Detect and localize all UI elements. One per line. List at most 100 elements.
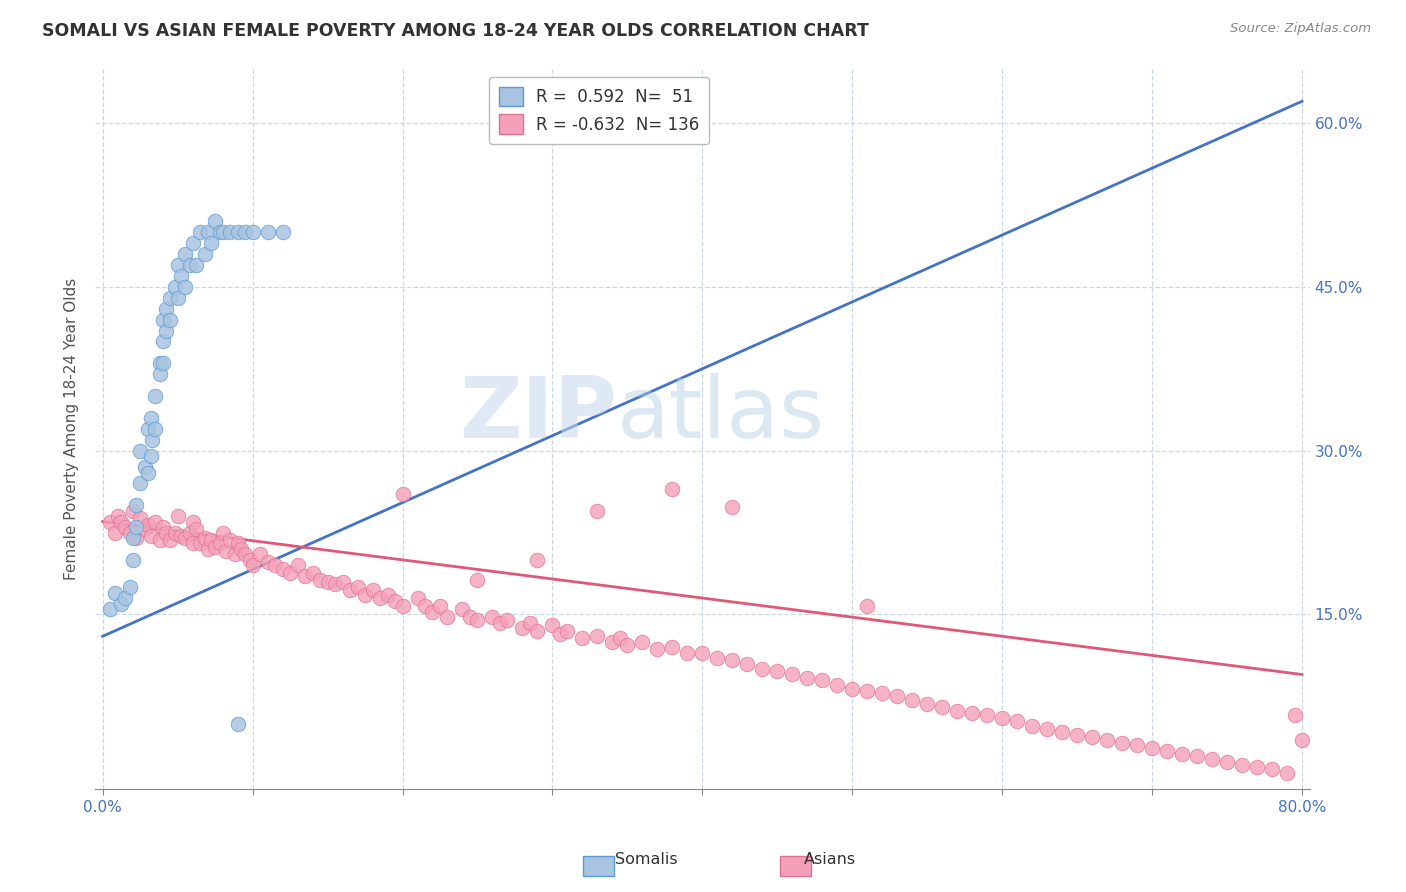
Point <box>856 599 879 613</box>
Point <box>811 673 834 687</box>
Point <box>1185 749 1208 764</box>
Point <box>316 574 339 589</box>
Point <box>166 509 188 524</box>
Point <box>706 651 728 665</box>
Point <box>200 236 222 251</box>
Point <box>229 541 252 556</box>
Point <box>766 664 789 678</box>
Point <box>152 312 174 326</box>
Text: Source: ZipAtlas.com: Source: ZipAtlas.com <box>1230 22 1371 36</box>
Point <box>1156 744 1178 758</box>
Point <box>152 334 174 349</box>
Point <box>354 588 377 602</box>
Point <box>204 214 226 228</box>
Point <box>512 621 534 635</box>
Text: Asians: Asians <box>803 852 856 867</box>
Point <box>467 573 489 587</box>
Point <box>211 225 233 239</box>
Point <box>287 558 309 573</box>
Point <box>118 525 141 540</box>
Point <box>519 616 541 631</box>
Point <box>526 624 548 638</box>
Point <box>139 529 162 543</box>
Point <box>661 640 683 655</box>
Point <box>915 697 938 711</box>
Point <box>616 638 638 652</box>
Point <box>124 531 146 545</box>
Point <box>1291 733 1313 747</box>
Point <box>451 602 474 616</box>
Point <box>197 541 219 556</box>
Point <box>149 533 172 548</box>
Point <box>751 662 773 676</box>
Legend: R =  0.592  N=  51, R = -0.632  N= 136: R = 0.592 N= 51, R = -0.632 N= 136 <box>489 77 709 144</box>
Point <box>1171 747 1194 762</box>
Point <box>1005 714 1028 729</box>
Point <box>1284 707 1306 722</box>
Point <box>1201 751 1223 765</box>
Point <box>204 540 226 554</box>
Point <box>194 247 217 261</box>
Point <box>179 525 201 540</box>
Point <box>1230 758 1253 772</box>
Point <box>571 632 593 646</box>
Point <box>1216 755 1239 769</box>
Point <box>481 609 503 624</box>
Point <box>163 525 186 540</box>
Point <box>174 247 197 261</box>
Point <box>368 591 391 605</box>
Point <box>134 522 156 536</box>
Point <box>110 597 132 611</box>
Point <box>870 686 893 700</box>
Point <box>114 520 136 534</box>
Point <box>141 433 163 447</box>
Text: Somalis: Somalis <box>616 852 678 867</box>
Point <box>548 627 571 641</box>
Point <box>278 566 301 580</box>
Point <box>226 225 249 239</box>
Point <box>422 605 444 619</box>
Point <box>323 577 346 591</box>
Point <box>149 368 172 382</box>
Point <box>557 624 579 638</box>
Point <box>436 609 458 624</box>
Point <box>1111 736 1133 750</box>
Point <box>208 536 231 550</box>
Point <box>134 460 156 475</box>
Point <box>194 531 217 545</box>
Point <box>661 482 683 496</box>
Point <box>782 667 804 681</box>
Point <box>256 555 278 569</box>
Point <box>121 504 143 518</box>
Point <box>429 599 451 613</box>
Point <box>159 533 181 548</box>
Point <box>737 657 759 671</box>
Point <box>827 678 849 692</box>
Point <box>129 476 152 491</box>
Point <box>219 533 242 548</box>
Point <box>139 449 162 463</box>
Point <box>169 268 191 283</box>
Point <box>179 258 201 272</box>
Point <box>647 642 669 657</box>
Point <box>188 225 211 239</box>
Point <box>1021 719 1043 733</box>
Point <box>496 613 519 627</box>
Point <box>991 711 1014 725</box>
Point <box>136 466 159 480</box>
Point <box>129 443 152 458</box>
Point <box>143 515 166 529</box>
Point <box>1095 733 1118 747</box>
Point <box>609 632 631 646</box>
Point <box>796 671 818 685</box>
Point <box>121 553 143 567</box>
Point <box>239 553 262 567</box>
Point <box>242 558 264 573</box>
Point <box>155 525 177 540</box>
Point <box>181 536 204 550</box>
Text: atlas: atlas <box>617 373 825 456</box>
Point <box>124 520 146 534</box>
Point <box>169 529 191 543</box>
Point <box>155 301 177 316</box>
Point <box>188 536 211 550</box>
